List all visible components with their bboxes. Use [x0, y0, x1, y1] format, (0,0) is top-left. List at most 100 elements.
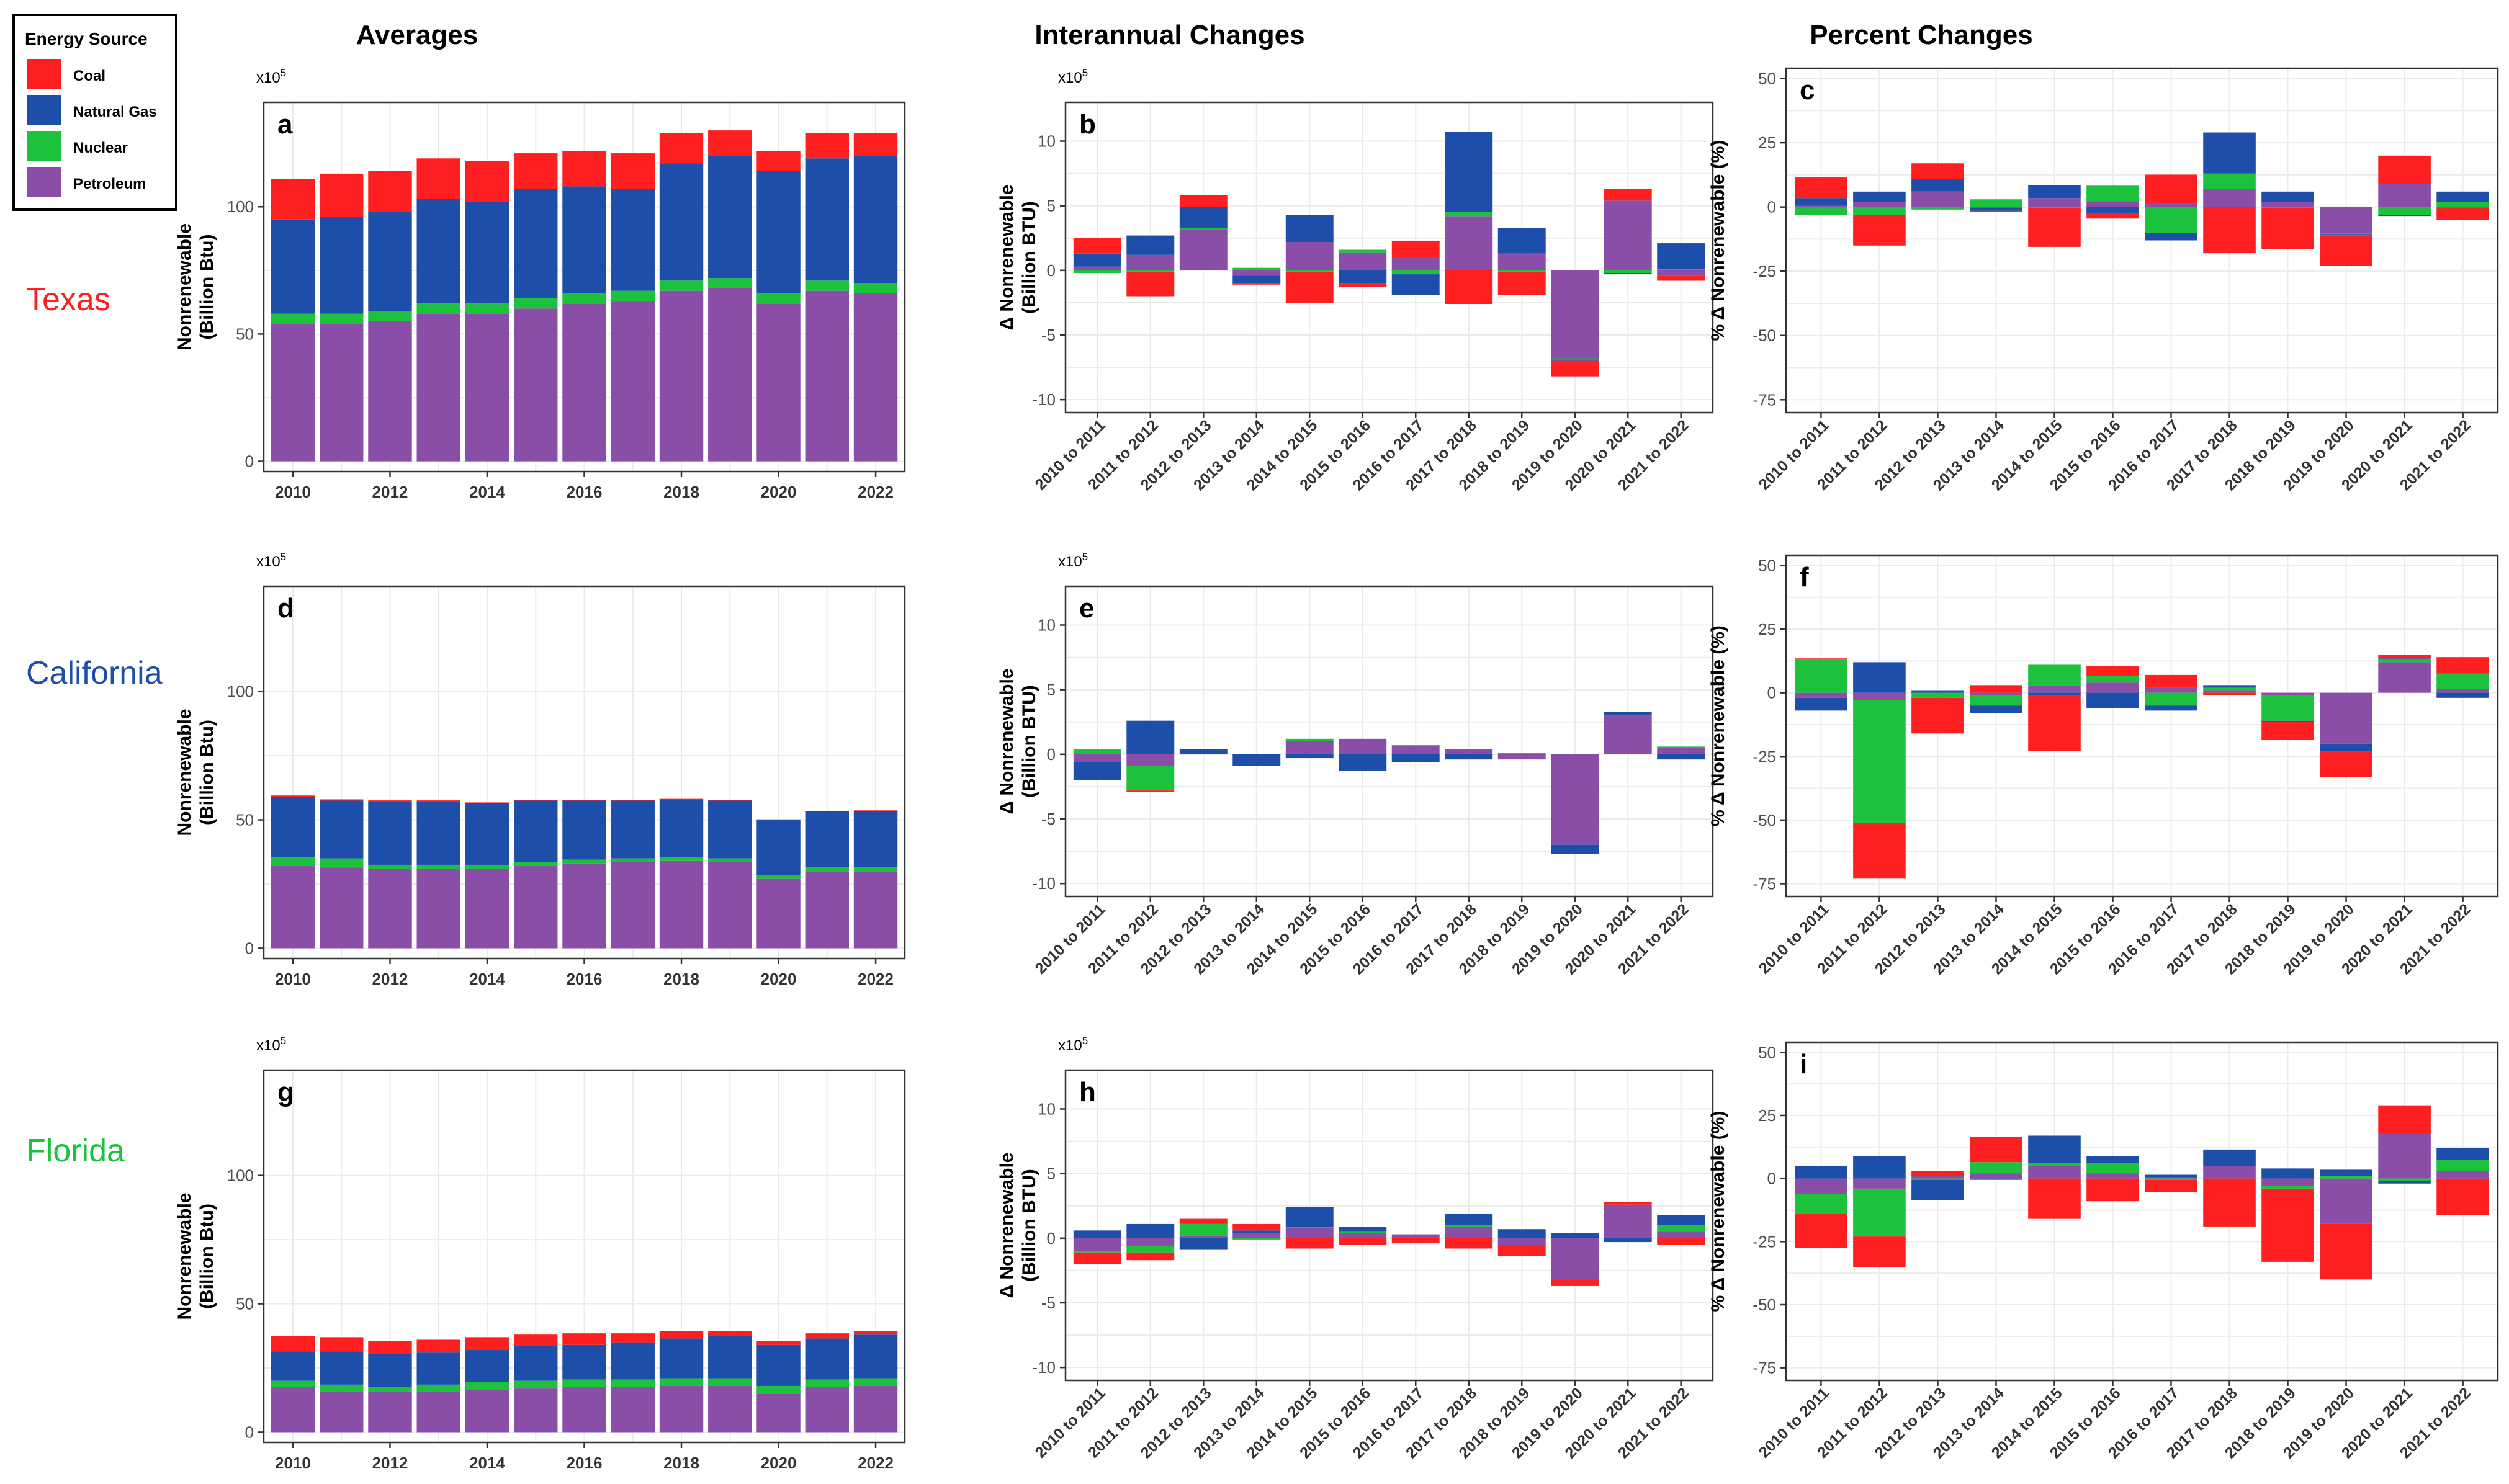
- bar-nuclear-2020-to-2021: [2378, 1178, 2431, 1181]
- bar-natural-gas-2014: [465, 1350, 509, 1382]
- bar-nuclear-2020: [756, 1385, 801, 1394]
- bar-nuclear-2011-to-2012: [1853, 1188, 1906, 1237]
- bar-coal-2020-to-2021: [1604, 189, 1652, 201]
- bar-coal-2015: [514, 800, 558, 801]
- y-axis: -75 -50 -25 0 25 50: [1753, 1043, 1786, 1377]
- bar-petroleum-2018: [659, 290, 704, 462]
- bar-coal-2010-to-2011: [1073, 1252, 1121, 1264]
- bar-petroleum-2020-to-2021: [2378, 1133, 2431, 1179]
- bar-petroleum-2014-to-2015: [2028, 685, 2081, 693]
- bar-coal-2014-to-2015: [2028, 208, 2081, 247]
- bar-coal-2011: [320, 173, 364, 217]
- bar-nuclear-2017-to-2018: [2203, 687, 2256, 691]
- bar-nuclear-2021-to-2022: [1657, 269, 1705, 270]
- y-axis-title: (Billion BTU): [1019, 685, 1039, 798]
- bar-petroleum-2020-to-2021: [1604, 1204, 1652, 1238]
- bar-nuclear-2021-to-2022: [1657, 1225, 1705, 1232]
- bar-nuclear-2018: [659, 280, 704, 291]
- bar-natural-gas-2010: [271, 797, 315, 857]
- axis-multiplier: x105: [256, 67, 286, 86]
- bar-coal-2016: [562, 1333, 606, 1345]
- y-tick-label: 50: [236, 1295, 254, 1313]
- bar-petroleum-2017: [611, 301, 655, 462]
- y-tick-label: -50: [1753, 326, 1776, 345]
- bar-natural-gas-2013: [416, 801, 460, 865]
- bar-petroleum-2012-to-2013: [1911, 191, 1964, 207]
- y-tick-label: 50: [236, 811, 254, 829]
- bar-petroleum-2011: [320, 324, 364, 462]
- bar-petroleum-2016-to-2017: [1391, 745, 1440, 754]
- panel-h: h -10 -5 0 5 10 x105 Δ Nonrenewable (Billion BTU…: [997, 1035, 1714, 1462]
- bar-coal-2011-to-2012: [1853, 215, 1906, 246]
- bar-petroleum-2014: [465, 313, 509, 462]
- bar-nuclear-2019-to-2020: [2320, 1176, 2372, 1179]
- y-tick-label: 25: [1758, 1106, 1776, 1125]
- bar-coal-2012-to-2013: [1179, 195, 1228, 207]
- bar-coal-2020-to-2021: [2378, 1105, 2431, 1133]
- y-tick-label: 50: [1758, 1043, 1776, 1062]
- bar-natural-gas-2010: [271, 219, 315, 314]
- bar-petroleum-2011: [320, 1391, 364, 1433]
- bar-coal-2010: [271, 1336, 315, 1352]
- bar-natural-gas-2017-to-2018: [2203, 1149, 2256, 1166]
- bar-coal-2014-to-2015: [1285, 1238, 1334, 1249]
- bar-natural-gas-2021-to-2022: [2436, 692, 2489, 698]
- legend-label-petroleum: Petroleum: [73, 176, 146, 192]
- bar-petroleum-2017: [611, 1387, 655, 1433]
- y-tick-label: 0: [1767, 684, 1776, 702]
- bar-natural-gas-2019-to-2020: [1551, 359, 1599, 361]
- bar-petroleum-2017-to-2018: [1445, 216, 1493, 270]
- bar-natural-gas-2021-to-2022: [2436, 1148, 2489, 1160]
- bar-petroleum-2015: [514, 866, 558, 949]
- bar-natural-gas-2015-to-2016: [2086, 207, 2139, 214]
- panel-letter: g: [277, 1077, 294, 1107]
- bar-petroleum-2020-to-2021: [1604, 200, 1652, 270]
- bar-nuclear-2010: [271, 313, 315, 324]
- y-axis-title: % Δ Nonrenewable (%): [1708, 1111, 1728, 1312]
- bar-petroleum-2021-to-2022: [2436, 207, 2489, 208]
- bar-nuclear-2016-to-2017: [2145, 1178, 2197, 1180]
- bar-petroleum-2014: [465, 869, 509, 949]
- bar-natural-gas-2013: [416, 199, 460, 304]
- y-axis-title: (Billion Btu): [197, 1204, 217, 1309]
- y-tick-label: 0: [245, 939, 254, 957]
- bar-nuclear-2014-to-2015: [1285, 270, 1334, 272]
- x-axis: 2010 2012 2014 2016 2018 2020 2022: [275, 472, 894, 501]
- bar-nuclear-2013-to-2014: [1970, 695, 2022, 706]
- state-label-california: California: [26, 655, 163, 691]
- bar-coal-2020-to-2021: [1604, 1202, 1652, 1205]
- y-axis-title: (Billion Btu): [197, 720, 217, 825]
- panel-c: c -75 -50 -25 0 25 50 % Δ Nonrenewable (%) 2010 …: [1708, 67, 2499, 494]
- bar-nuclear-2018-to-2019: [1497, 753, 1546, 754]
- bar-coal-2020: [756, 150, 801, 171]
- bar-petroleum-2021-to-2022: [2436, 1171, 2489, 1179]
- bars: [1073, 1202, 1705, 1286]
- bar-nuclear-2012-to-2013: [1179, 228, 1228, 230]
- bar-natural-gas-2018-to-2019: [1497, 228, 1546, 254]
- bars: [1073, 132, 1705, 377]
- bars: [1073, 712, 1705, 854]
- bar-natural-gas-2022: [853, 1334, 898, 1379]
- bar-petroleum-2016: [562, 1387, 606, 1433]
- bar-nuclear-2011-to-2012: [1853, 207, 1906, 215]
- bar-petroleum-2014-to-2015: [1285, 242, 1334, 270]
- bar-coal-2022: [853, 1331, 898, 1335]
- x-tick-label: 2022: [858, 483, 894, 501]
- bar-nuclear-2012: [368, 864, 412, 869]
- bar-nuclear-2011-to-2012: [1853, 700, 1906, 823]
- bar-natural-gas-2010-to-2011: [1795, 198, 1847, 206]
- y-tick-label: 0: [1047, 261, 1056, 280]
- bar-natural-gas-2017-to-2018: [2203, 685, 2256, 688]
- bar-nuclear-2019: [708, 1378, 752, 1386]
- y-axis-title: Nonrenewable: [174, 223, 195, 351]
- bar-nuclear-2017: [611, 858, 655, 862]
- bar-coal-2021-to-2022: [1657, 275, 1705, 281]
- bar-coal-2013-to-2014: [1232, 1223, 1281, 1231]
- bar-nuclear-2018: [659, 857, 704, 861]
- bar-natural-gas-2021-to-2022: [1657, 754, 1705, 760]
- bars: [1795, 655, 2489, 879]
- bar-nuclear-2014-to-2015: [2028, 664, 2081, 686]
- bar-natural-gas-2010-to-2011: [1795, 697, 1847, 711]
- x-tick-label: 2020: [761, 483, 797, 501]
- bar-natural-gas-2011-to-2012: [1126, 235, 1175, 255]
